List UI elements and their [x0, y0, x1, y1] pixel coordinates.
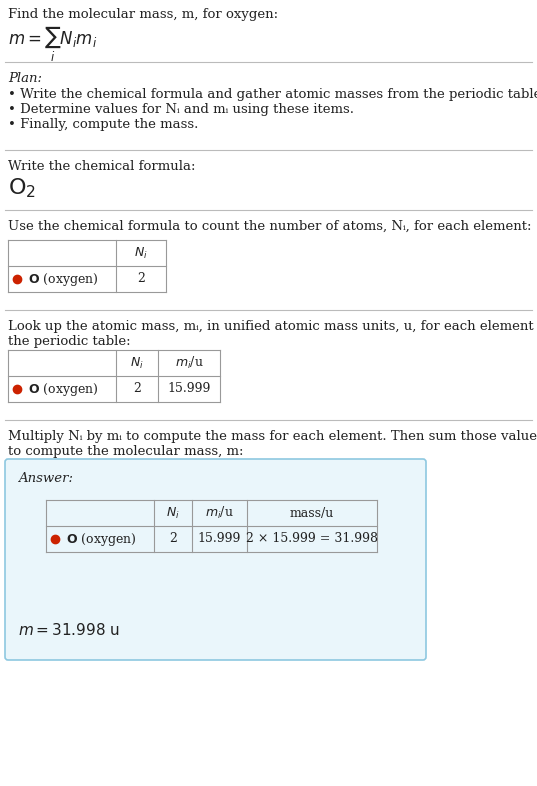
Text: $\mathbf{O}$ (oxygen): $\mathbf{O}$ (oxygen)	[66, 531, 136, 548]
Text: Multiply Nᵢ by mᵢ to compute the mass for each element. Then sum those values: Multiply Nᵢ by mᵢ to compute the mass fo…	[8, 430, 537, 443]
Text: 2 × 15.999 = 31.998: 2 × 15.999 = 31.998	[246, 532, 378, 545]
Text: Find the molecular mass, m, for oxygen:: Find the molecular mass, m, for oxygen:	[8, 8, 278, 21]
Text: to compute the molecular mass, m:: to compute the molecular mass, m:	[8, 445, 243, 458]
Text: 15.999: 15.999	[168, 383, 211, 395]
Text: $m = \sum_i N_i m_i$: $m = \sum_i N_i m_i$	[8, 24, 97, 64]
Text: $N_i$: $N_i$	[166, 505, 180, 520]
Text: Answer:: Answer:	[18, 472, 73, 485]
Text: $\mathbf{O}$ (oxygen): $\mathbf{O}$ (oxygen)	[28, 270, 98, 288]
Text: $\mathrm{O}_2$: $\mathrm{O}_2$	[8, 176, 36, 200]
Text: • Determine values for Nᵢ and mᵢ using these items.: • Determine values for Nᵢ and mᵢ using t…	[8, 103, 354, 116]
Text: $m_i$/u: $m_i$/u	[205, 505, 234, 521]
Text: Plan:: Plan:	[8, 72, 42, 85]
Text: Look up the atomic mass, mᵢ, in unified atomic mass units, u, for each element i: Look up the atomic mass, mᵢ, in unified …	[8, 320, 537, 333]
Text: $N_i$: $N_i$	[134, 245, 148, 260]
Text: Write the chemical formula:: Write the chemical formula:	[8, 160, 195, 173]
Text: Use the chemical formula to count the number of atoms, Nᵢ, for each element:: Use the chemical formula to count the nu…	[8, 220, 532, 233]
Text: • Finally, compute the mass.: • Finally, compute the mass.	[8, 118, 198, 131]
Text: the periodic table:: the periodic table:	[8, 335, 130, 348]
Text: 2: 2	[169, 532, 177, 545]
Text: $\mathbf{O}$ (oxygen): $\mathbf{O}$ (oxygen)	[28, 380, 98, 398]
Text: $N_i$: $N_i$	[130, 355, 144, 370]
FancyBboxPatch shape	[5, 459, 426, 660]
Text: 2: 2	[133, 383, 141, 395]
Text: 15.999: 15.999	[198, 532, 241, 545]
Text: $m_i$/u: $m_i$/u	[175, 355, 204, 371]
Text: mass/u: mass/u	[290, 506, 334, 520]
Text: 2: 2	[137, 273, 145, 285]
Text: • Write the chemical formula and gather atomic masses from the periodic table.: • Write the chemical formula and gather …	[8, 88, 537, 101]
Text: $m = 31.998\ \mathrm{u}$: $m = 31.998\ \mathrm{u}$	[18, 622, 120, 638]
